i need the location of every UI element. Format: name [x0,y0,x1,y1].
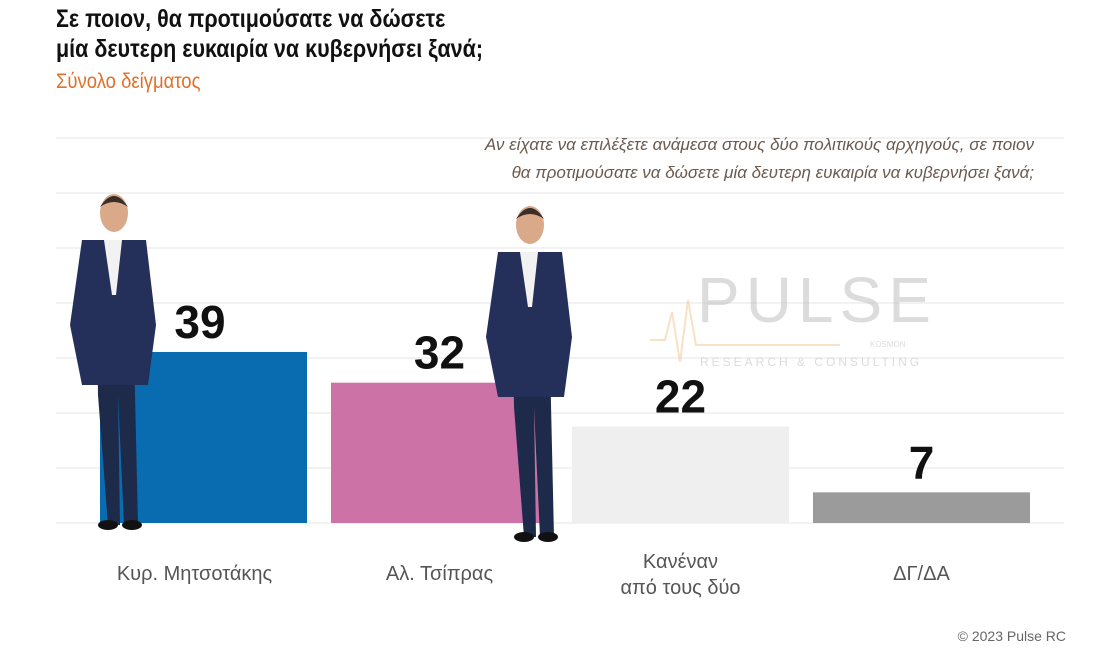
category-label: Αλ. Τσίπρας [320,561,560,587]
watermark-tagline: RESEARCH & CONSULTING [700,355,922,369]
chart-title: Σε ποιον, θα προτιμούσατε να δώσετε μία … [56,4,483,64]
tsipras-photo-hair [516,208,544,219]
mitsotakis-photo-head [100,194,128,232]
category-label: ΔΓ/ΔΑ [802,561,1042,587]
title-line-2: μία δευτερη ευκαιρία να κυβερνήσει ξανά; [56,35,484,63]
mitsotakis-photo-shoe-left [98,520,118,530]
category-label: Κανέναν από τους δύο [561,549,801,601]
bar-4 [813,492,1030,523]
watermark-sub: KOSMON [870,340,906,349]
category-label-line: Κανέναν [642,551,719,573]
mitsotakis-photo-hair [100,196,128,207]
tsipras-photo [486,206,572,542]
chart-subtitle: Σύνολο δείγματος [56,70,201,93]
data-label: 39 [174,296,225,348]
tsipras-photo-shirt [520,252,538,307]
annotation-line-2: θα προτιμούσατε να δώσετε μία δευτερη ευ… [511,163,1034,182]
data-label: 7 [909,436,935,488]
mitsotakis-photo-shirt [104,240,122,295]
category-label-line: ΔΓ/ΔΑ [893,563,950,585]
category-label-line: Κυρ. Μητσοτάκης [116,563,273,585]
category-label: Κυρ. Μητσοτάκης [75,561,315,587]
category-label-line: Αλ. Τσίπρας [385,563,494,585]
tsipras-photo-shoe-left [514,532,534,542]
mitsotakis-photo [70,194,156,530]
watermark-pulse-line [650,299,840,363]
mitsotakis-photo-jacket [70,240,156,385]
title-line-1: Σε ποιον, θα προτιμούσατε να δώσετε [56,5,446,33]
tsipras-photo-shoe-right [538,532,558,542]
annotation-line-1: Αν είχατε να επιλέξετε ανάμεσα στους δύο… [484,135,1034,154]
bar-3 [572,426,789,523]
bar-2 [331,382,548,523]
pulse-watermark: PULSE KOSMON RESEARCH & CONSULTING [650,264,937,369]
data-label: 32 [414,327,465,379]
data-label: 22 [655,371,706,423]
category-label-line: από τους δύο [620,577,741,599]
copyright-credit: © 2023 Pulse RC [957,628,1066,644]
watermark-brand: PULSE [697,264,937,336]
mitsotakis-photo-shoe-right [122,520,142,530]
tsipras-photo-head [516,206,544,244]
tsipras-photo-jacket [486,252,572,397]
question-annotation: Αν είχατε να επιλέξετε ανάμεσα στους δύο… [485,131,1034,187]
